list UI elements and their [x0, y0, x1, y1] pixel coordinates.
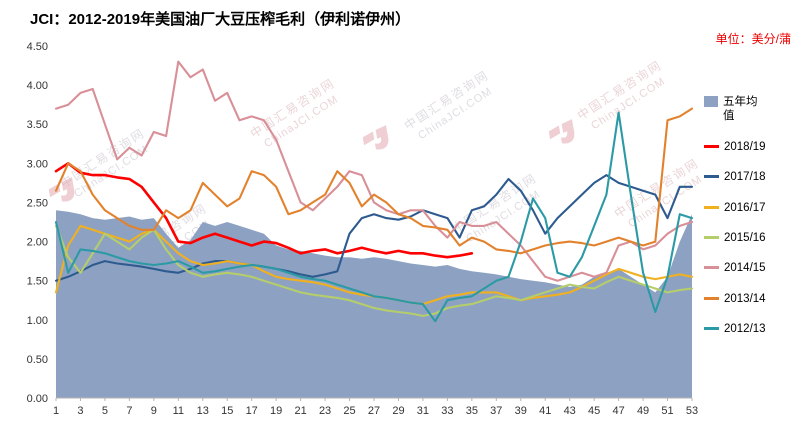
five-year-average-area	[56, 210, 692, 398]
x-tick-label: 47	[612, 405, 624, 417]
legend-swatch-line	[704, 327, 719, 330]
y-tick-label: 3.50	[27, 119, 48, 131]
x-tick-label: 53	[686, 405, 698, 417]
legend-swatch-line	[704, 175, 719, 179]
legend-swatch-line	[704, 144, 719, 148]
x-tick-label: 23	[319, 405, 331, 417]
x-tick-label: 43	[564, 405, 576, 417]
legend-label: 2013/14	[724, 292, 766, 305]
legend-label: 2016/17	[724, 201, 766, 214]
legend-item-2017-18: 2017/18	[704, 170, 802, 184]
y-tick-label: 2.50	[27, 197, 48, 209]
series-line-2017-18	[54, 174, 694, 282]
legend-label: 2017/18	[724, 171, 766, 184]
x-tick-label: 37	[490, 405, 502, 417]
legend-item-2018-19: 2018/19	[704, 140, 802, 154]
legend-label: 2015/16	[724, 231, 766, 244]
y-tick-label: 3.00	[27, 158, 48, 170]
legend-swatch-line	[704, 235, 719, 239]
x-tick-label: 27	[368, 405, 380, 417]
legend-item-2014-15: 2014/15	[704, 261, 802, 275]
page-title: JCI：2012-2019年美国油厂大豆压榨毛利（伊利诺伊州）	[30, 11, 411, 28]
x-tick-label: 9	[151, 405, 157, 417]
x-tick-label: 25	[343, 405, 355, 417]
x-tick-label: 1	[53, 405, 59, 417]
legend: 五年均值 2018/19 2017/18 2016/17 2015/16 2014/15 2…	[704, 95, 802, 336]
y-tick-label: 2.00	[27, 237, 48, 249]
x-tick-label: 33	[441, 405, 453, 417]
x-tick-label: 17	[246, 405, 258, 417]
legend-swatch-line	[704, 205, 719, 209]
y-tick-label: 1.50	[27, 276, 48, 288]
legend-label: 2018/19	[724, 140, 766, 153]
x-tick-label: 49	[637, 405, 649, 417]
x-tick-label: 3	[77, 405, 83, 417]
legend-item-2016-17: 2016/17	[704, 201, 802, 215]
x-tick-label: 45	[588, 405, 600, 417]
y-tick-label: 1.00	[27, 315, 48, 327]
x-tick-label: 31	[417, 405, 429, 417]
legend-swatch-line	[704, 296, 719, 300]
legend-item-2012-13: 2012/13	[704, 322, 802, 336]
x-tick-label: 29	[392, 405, 404, 417]
series-line-2015-16	[54, 224, 694, 317]
x-tick-label: 41	[539, 405, 551, 417]
legend-label: 五年均值	[723, 96, 758, 123]
x-tick-label: 39	[515, 405, 527, 417]
x-tick-label: 13	[197, 405, 209, 417]
series-line-2014-15	[54, 60, 694, 282]
y-tick-label: 4.00	[27, 80, 48, 92]
x-tick-label: 7	[126, 405, 132, 417]
x-tick-label: 15	[221, 405, 233, 417]
series-line-2012-13	[54, 111, 694, 323]
legend-item-2015-16: 2015/16	[704, 231, 802, 245]
x-tick-label: 35	[466, 405, 478, 417]
legend-item-2013-14: 2013/14	[704, 292, 802, 306]
x-tick-label: 5	[102, 405, 108, 417]
legend-label: 2014/15	[724, 262, 766, 275]
x-tick-label: 11	[173, 405, 184, 417]
legend-item-----: 五年均值	[704, 95, 802, 124]
x-tick-label: 51	[661, 405, 673, 417]
legend-swatch-area	[704, 96, 718, 107]
x-tick-label: 21	[294, 405, 306, 417]
legend-label: 2012/13	[724, 323, 766, 335]
unit-label: 单位：美分/蒲	[715, 32, 791, 46]
x-tick-label: 19	[270, 405, 282, 417]
series-line-2018-19	[54, 162, 474, 259]
y-tick-label: 4.50	[27, 41, 48, 53]
y-tick-label: 0.00	[27, 393, 48, 405]
y-tick-label: 0.50	[27, 354, 48, 366]
legend-swatch-line	[704, 266, 719, 270]
